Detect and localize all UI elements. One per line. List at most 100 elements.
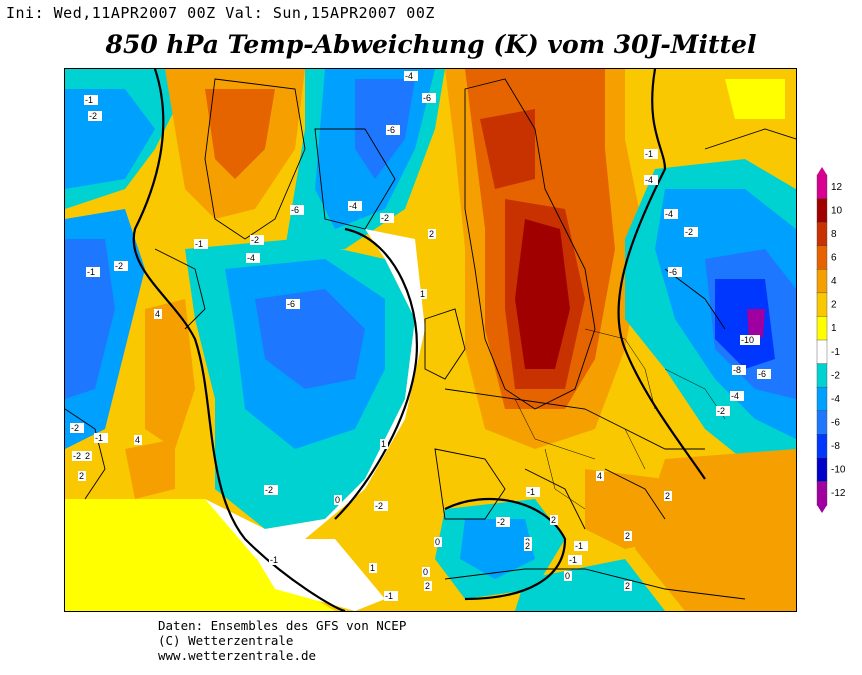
cold-mediterranean-core <box>460 519 535 579</box>
valid-label: Val: <box>225 4 264 22</box>
borders <box>514 328 726 510</box>
contour-label: -1 <box>270 555 278 565</box>
contour-label: 2 <box>85 451 90 461</box>
contour-label: -6 <box>291 205 299 215</box>
contour-label-bg <box>434 537 442 547</box>
contour-label-bg <box>88 111 102 121</box>
legend-tick-label: -8 <box>831 441 840 452</box>
contour-label-bg <box>334 495 342 505</box>
legend-tick-label: -2 <box>831 370 840 381</box>
legend-swatch <box>816 316 828 341</box>
contour-label: -1 <box>95 433 103 443</box>
zero-contour-med <box>444 497 567 601</box>
credits-line-3: www.wetterzentrale.de <box>158 648 317 663</box>
warm-sweden-core <box>515 219 570 369</box>
contour-label-bg <box>568 555 582 565</box>
map-title: 850 hPa Temp-Abweichung (K) vom 30J-Mitt… <box>105 30 757 59</box>
contour-label-bg <box>70 423 84 433</box>
contour-label-bg <box>384 591 398 601</box>
legend-tick-label: 2 <box>831 300 837 311</box>
contour-label-bg <box>380 439 388 449</box>
contour-label-bg <box>286 299 300 309</box>
contour-label: -2 <box>497 517 505 527</box>
contour-label-bg <box>422 93 436 103</box>
zero-contour-mid <box>334 227 418 520</box>
contour-label-bg <box>419 289 427 299</box>
legend-swatch <box>816 245 828 270</box>
cold-west-core <box>65 89 155 189</box>
contour-label: -2 <box>73 451 81 461</box>
zero-contour-east <box>617 69 706 480</box>
contour-label-bg <box>668 267 682 277</box>
anomaly-map: -4 -6 -6 -4 -2 -4 -6 -2 -1 -2 -4 -6 -10 -8 -6 -4 -2 -4 -2-… <box>64 68 797 612</box>
cold-russia-extreme <box>747 309 765 339</box>
contour-label: 0 <box>423 567 428 577</box>
contour-label-bg <box>269 555 283 565</box>
contour-label: -2 <box>685 227 693 237</box>
legend-tick-label: -4 <box>831 394 840 405</box>
cold-west-atlantic-south-core <box>65 239 115 399</box>
contour-label: 2 <box>525 541 530 551</box>
contour-label: 1 <box>420 289 425 299</box>
legend-tip-bottom <box>817 505 827 513</box>
contour-label: -2 <box>375 501 383 511</box>
warm-norway <box>480 109 535 189</box>
contour-label-bg <box>246 253 260 263</box>
contour-label: -1 <box>645 149 653 159</box>
contour-label: -4 <box>645 175 653 185</box>
contour-label: -6 <box>423 93 431 103</box>
contour-labels: -4-6-6-4-2-4-6-2-1-2-4-6-10-8 -6-4-2-4-2-… <box>70 71 771 601</box>
contour-label: -6 <box>669 267 677 277</box>
contour-label: 2 <box>665 491 670 501</box>
contour-label: 2 <box>625 531 630 541</box>
contour-label: -4 <box>349 201 357 211</box>
legend-swatch <box>816 481 828 506</box>
contour-label: -1 <box>575 541 583 551</box>
contour-label: 2 <box>625 581 630 591</box>
contour-label-bg <box>154 309 162 319</box>
contour-label: 4 <box>597 471 602 481</box>
legend-swatch <box>816 410 828 435</box>
contour-label-bg <box>730 391 744 401</box>
contour-label: -6 <box>287 299 295 309</box>
warm-tongue-west <box>145 299 195 449</box>
legend-swatch <box>816 174 828 200</box>
contour-label: -4 <box>247 253 255 263</box>
warm-ne-pale <box>725 79 785 119</box>
contour-label: -2 <box>71 423 79 433</box>
contour-label-bg <box>664 209 678 219</box>
legend-tick-label: 8 <box>831 229 837 240</box>
contour-label: -4 <box>665 209 673 219</box>
contour-label: 1 <box>381 439 386 449</box>
legend-tick-label: -10 <box>831 465 846 476</box>
legend-swatch <box>816 457 828 483</box>
legend-tick-label: -12 <box>831 488 846 499</box>
contour-label-bg <box>290 205 304 215</box>
legend-swatch <box>816 269 828 294</box>
contour-label-bg <box>386 125 400 135</box>
contour-label-bg <box>664 491 672 501</box>
contour-label-bg <box>404 71 418 81</box>
contour-label: -4 <box>405 71 413 81</box>
contour-label: -1 <box>385 591 393 601</box>
legend-tick-label: 1 <box>831 323 837 334</box>
contour-label: -6 <box>387 125 395 135</box>
contour-label-bg <box>624 581 632 591</box>
contour-label: -1 <box>527 487 535 497</box>
contour-label: 2 <box>425 581 430 591</box>
cold-greenland-sea-deep <box>355 79 415 179</box>
contour-label: -1 <box>85 95 93 105</box>
legend-swatch <box>816 434 828 459</box>
contour-label-bg <box>194 239 208 249</box>
legend-tick-label: 10 <box>831 205 843 216</box>
contour-label-bg <box>757 369 771 379</box>
contour-label: 1 <box>370 563 375 573</box>
contour-label: 0 <box>565 571 570 581</box>
cold-north-atlantic-deep <box>255 289 365 389</box>
legend-tick-label: -6 <box>831 418 840 429</box>
contour-label-bg <box>84 95 98 105</box>
init-label: Ini: <box>6 4 45 22</box>
contour-label-bg <box>732 365 746 375</box>
run-info: Ini: Wed,11APR2007 00Z Val: Sun,15APR200… <box>6 4 435 22</box>
contour-label: -1 <box>195 239 203 249</box>
